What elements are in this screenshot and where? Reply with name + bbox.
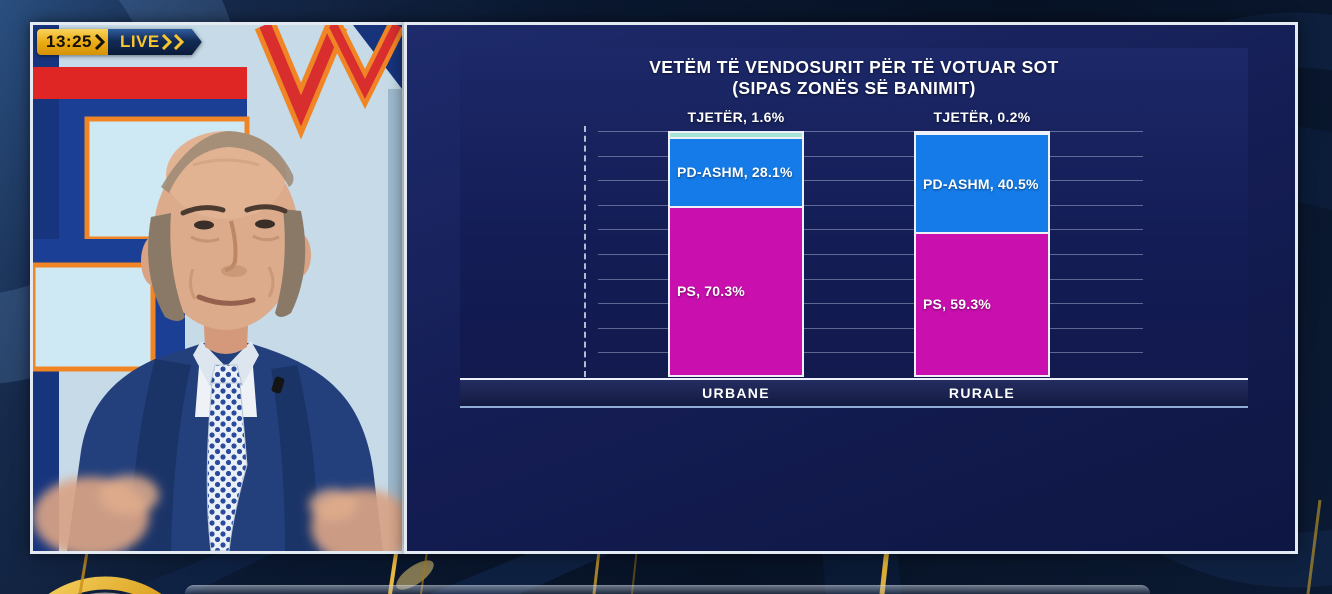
plot-area: PD-ASHM, 28.1% PS, 70.3% TJETËR, 1.6% PD-AS…: [460, 48, 1248, 408]
time-text: 13:25: [46, 32, 92, 51]
stacked-bar-chart: VETËM TË VENDOSURIT PËR TË VOTUAR SOT (S…: [460, 48, 1248, 408]
gridline: [598, 254, 1143, 255]
segment-value-label: PS, 59.3%: [923, 296, 991, 313]
studio-guest-illustration: [33, 25, 402, 551]
gold-ring-decoration: [48, 576, 162, 594]
live-badge: LIVE: [108, 29, 202, 55]
gridline: [598, 131, 1143, 132]
segment-pd-ashm: PD-ASHM, 40.5%: [916, 133, 1048, 232]
gridline: [598, 327, 1143, 329]
chevron-right-icon: [174, 34, 184, 50]
segment-value-label: PD-ASHM, 40.5%: [923, 175, 1039, 192]
segment-value-label: PS, 70.3%: [677, 283, 745, 300]
live-text: LIVE: [119, 32, 160, 51]
gridline: [598, 278, 1143, 280]
chevron-right-icon: [94, 34, 105, 50]
broadcast-badges: 13:25 LIVE: [37, 29, 202, 55]
above-bar-value-label: TJETËR, 1.6%: [687, 109, 785, 125]
chart-title: VETËM TË VENDOSURIT PËR TË VOTUAR SOT: [649, 57, 1059, 77]
gridline: [598, 204, 1143, 206]
above-bar-value-label: TJETËR, 0.2%: [933, 109, 1031, 125]
lower-third-banner-edge: [185, 585, 1150, 594]
guest-video-panel: 13:25 LIVE: [30, 22, 405, 554]
category-label: RURALE: [948, 385, 1016, 401]
segment-value-label: PD-ASHM, 28.1%: [677, 164, 793, 181]
gridline: [598, 303, 1143, 305]
category-label: URBANE: [702, 385, 770, 401]
gridline: [598, 229, 1143, 231]
segment-pd-ashm: PD-ASHM, 28.1%: [670, 136, 802, 206]
segment-ps: PS, 59.3%: [916, 231, 1048, 375]
bar-rurale: PD-ASHM, 40.5% PS, 59.3%: [914, 131, 1050, 377]
segment-tjetër: [670, 133, 802, 137]
value-axis-dashed-line: [584, 126, 586, 377]
chart-subtitle: (SIPAS ZONËS SË BANIMIT): [732, 78, 976, 98]
chevron-right-icon: [162, 34, 172, 50]
chart-title-block: VETËM TË VENDOSURIT PËR TË VOTUAR SOT (S…: [460, 57, 1248, 99]
chart-panel: VETËM TË VENDOSURIT PËR TË VOTUAR SOT (S…: [404, 22, 1298, 554]
guest-hands: [33, 475, 402, 551]
lapel-mic-icon: [271, 376, 285, 394]
gridline: [598, 352, 1143, 354]
time-badge: 13:25: [37, 29, 109, 55]
gridline: [598, 180, 1143, 182]
bar-urbane: PD-ASHM, 28.1% PS, 70.3%: [668, 131, 804, 377]
gridline: [598, 155, 1143, 157]
segment-ps: PS, 70.3%: [670, 205, 802, 375]
category-axis-band: URBANE RURALE: [460, 378, 1248, 408]
